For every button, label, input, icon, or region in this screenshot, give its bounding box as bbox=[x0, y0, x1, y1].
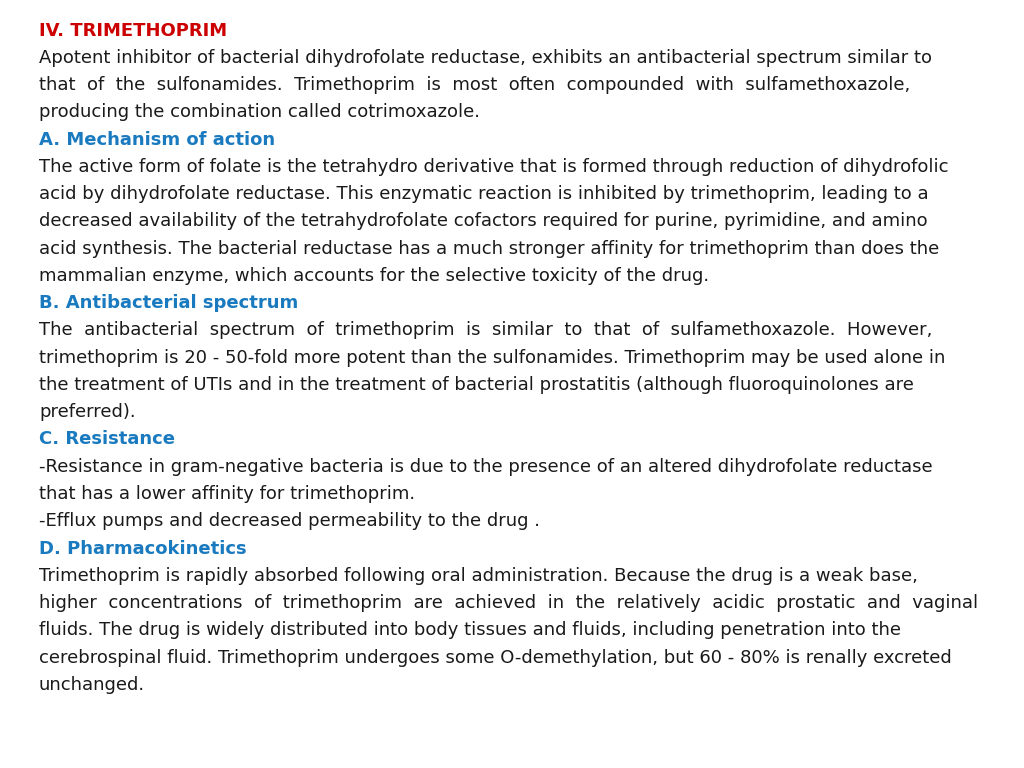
Text: cerebrospinal fluid. Trimethoprim undergoes some O-demethylation, but 60 - 80% i: cerebrospinal fluid. Trimethoprim underg… bbox=[39, 648, 951, 667]
Text: Apotent inhibitor of bacterial dihydrofolate reductase, exhibits an antibacteria: Apotent inhibitor of bacterial dihydrofo… bbox=[39, 49, 932, 67]
Text: the treatment of UTIs and in the treatment of bacterial prostatitis (although fl: the treatment of UTIs and in the treatme… bbox=[39, 376, 913, 394]
Text: -Resistance in gram-negative bacteria is due to the presence of an altered dihyd: -Resistance in gram-negative bacteria is… bbox=[39, 458, 933, 475]
Text: fluids. The drug is widely distributed into body tissues and fluids, including p: fluids. The drug is widely distributed i… bbox=[39, 621, 901, 639]
Text: mammalian enzyme, which accounts for the selective toxicity of the drug.: mammalian enzyme, which accounts for the… bbox=[39, 266, 709, 285]
Text: IV. TRIMETHOPRIM: IV. TRIMETHOPRIM bbox=[39, 22, 227, 39]
Text: The  antibacterial  spectrum  of  trimethoprim  is  similar  to  that  of  sulfa: The antibacterial spectrum of trimethopr… bbox=[39, 321, 932, 339]
Text: preferred).: preferred). bbox=[39, 403, 135, 421]
Text: producing the combination called cotrimoxazole.: producing the combination called cotrimo… bbox=[39, 103, 480, 121]
Text: The active form of folate is the tetrahydro derivative that is formed through re: The active form of folate is the tetrahy… bbox=[39, 158, 948, 176]
Text: B. Antibacterial spectrum: B. Antibacterial spectrum bbox=[39, 294, 298, 312]
Text: -Efflux pumps and decreased permeability to the drug .: -Efflux pumps and decreased permeability… bbox=[39, 512, 540, 530]
Text: D. Pharmacokinetics: D. Pharmacokinetics bbox=[39, 539, 247, 558]
Text: C. Resistance: C. Resistance bbox=[39, 430, 175, 449]
Text: A. Mechanism of action: A. Mechanism of action bbox=[39, 131, 275, 148]
Text: that  of  the  sulfonamides.  Trimethoprim  is  most  often  compounded  with  s: that of the sulfonamides. Trimethoprim i… bbox=[39, 76, 910, 94]
Text: higher  concentrations  of  trimethoprim  are  achieved  in  the  relatively  ac: higher concentrations of trimethoprim ar… bbox=[39, 594, 978, 612]
Text: acid synthesis. The bacterial reductase has a much stronger affinity for trimeth: acid synthesis. The bacterial reductase … bbox=[39, 240, 939, 257]
Text: that has a lower affinity for trimethoprim.: that has a lower affinity for trimethopr… bbox=[39, 485, 415, 503]
Text: trimethoprim is 20 - 50-fold more potent than the sulfonamides. Trimethoprim may: trimethoprim is 20 - 50-fold more potent… bbox=[39, 349, 945, 366]
Text: acid by dihydrofolate reductase. This enzymatic reaction is inhibited by trimeth: acid by dihydrofolate reductase. This en… bbox=[39, 185, 929, 203]
Text: decreased availability of the tetrahydrofolate cofactors required for purine, py: decreased availability of the tetrahydro… bbox=[39, 212, 928, 230]
Text: Trimethoprim is rapidly absorbed following oral administration. Because the drug: Trimethoprim is rapidly absorbed followi… bbox=[39, 567, 918, 584]
Text: unchanged.: unchanged. bbox=[39, 676, 145, 694]
